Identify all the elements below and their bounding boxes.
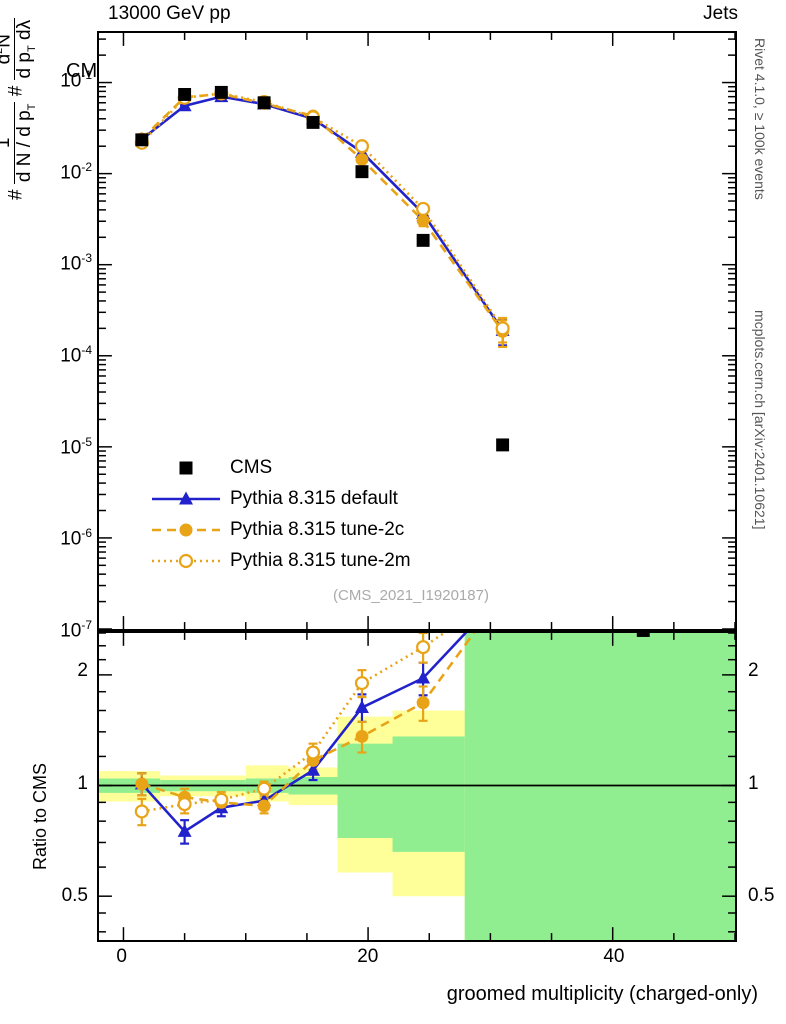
ratio-data-point (257, 781, 272, 796)
ratio-axis-ticks (99, 633, 735, 940)
cms-data-point (135, 133, 149, 147)
y-tick-label: 10-2 (60, 159, 92, 183)
header-analysis-label: Jets (703, 3, 738, 24)
data-point (354, 139, 370, 154)
legend-marker (178, 553, 194, 568)
series-pythia-8-315-tune-2m (137, 91, 508, 344)
legend-key-icon (150, 488, 222, 510)
analysis-id-watermark: (CMS_2021_I1920187) (333, 587, 489, 604)
ratio-data-point (306, 762, 320, 776)
legend-marker (179, 491, 193, 504)
series-pythia-8-315-tune-2c (137, 92, 508, 349)
y-tick-label: 10-1 (60, 67, 92, 92)
ratio-tick-labels-right: 2 1 0.5 (742, 0, 786, 1024)
legend-label: Pythia 8.315 tune-2m (230, 549, 411, 571)
ratio-data-point (355, 730, 369, 743)
cms-data-point (214, 85, 228, 99)
ratio-data-point (177, 797, 192, 812)
ratio-data-point (355, 700, 369, 713)
x-tick-label: 0 (116, 946, 127, 967)
series-cms (135, 85, 510, 452)
cms-data-point (257, 96, 271, 110)
series-pythia-8-315-default (137, 94, 508, 347)
main-plot-panel (97, 31, 737, 631)
y-axis-tick-labels: 10-1 10-2 10-3 10-4 10-5 10-6 10-7 (0, 0, 92, 1024)
ratio-data-point (135, 777, 149, 791)
ratio-data-point (257, 799, 271, 813)
main-axis-ticks (99, 33, 735, 629)
y-tick-label: 10-4 (60, 342, 92, 367)
ratio-data-point (305, 745, 321, 760)
ratio-tick-label-left: 1 (77, 772, 88, 794)
y-tick-label: 10-6 (60, 526, 92, 550)
legend-marker (179, 461, 193, 474)
x-tick-label: 20 (357, 946, 379, 967)
ratio-plot-canvas (99, 633, 735, 940)
legend-item-cms[interactable]: CMS (150, 452, 411, 483)
legend-key-icon (150, 519, 222, 541)
ratio-tick-label-right: 0.5 (748, 884, 775, 906)
band-inner (337, 743, 393, 838)
uncertainty-bands (99, 633, 735, 940)
ratio-tick-label-right: 2 (748, 660, 759, 682)
ratio-data-point (214, 792, 229, 807)
main-plot-canvas (99, 33, 735, 629)
legend-item-pythia-8-315-tune-2m[interactable]: Pythia 8.315 tune-2m (150, 545, 411, 576)
y-tick-label: 10-3 (60, 251, 92, 275)
y-tick-label: 10-5 (60, 434, 92, 458)
data-point (416, 201, 431, 216)
x-axis-title: groomed multiplicity (charged-only) (446, 983, 758, 1005)
header-beam-label: 13000 GeV pp (108, 3, 231, 24)
band-inner (464, 633, 735, 940)
ratio-tick-label-left: 2 (77, 660, 88, 682)
legend-label: CMS (230, 456, 273, 478)
x-tick-label: 40 (603, 946, 625, 967)
ratio-tick-label-left: 0.5 (61, 884, 88, 906)
legend: CMS Pythia 8.315 default Pythia 8.315 tune… (150, 452, 411, 576)
data-point (495, 321, 510, 336)
ratio-data-point (177, 824, 192, 837)
legend-key-icon (150, 550, 222, 572)
data-point (416, 214, 430, 228)
legend-item-pythia-8-315-tune-2c[interactable]: Pythia 8.315 tune-2c (150, 514, 411, 545)
band-inner (392, 736, 465, 852)
ratio-markers-pythia-8-315-tune-2m (134, 640, 431, 819)
legend-key-icon (150, 457, 222, 479)
cms-data-point (306, 115, 320, 129)
y-tick-label: 10-7 (60, 618, 92, 642)
ratio-tick-label-right: 1 (748, 772, 759, 794)
cms-overflow-marker (636, 633, 650, 637)
cms-data-point (496, 438, 510, 452)
ratio-data-point (354, 676, 370, 691)
ratio-plot-panel (97, 631, 737, 942)
legend-label: Pythia 8.315 tune-2c (230, 518, 405, 540)
cms-data-point (178, 88, 192, 101)
legend-label: Pythia 8.315 default (230, 487, 398, 509)
legend-item-pythia-8-315-default[interactable]: Pythia 8.315 default (150, 483, 411, 514)
ratio-data-point (416, 696, 430, 710)
ratio-data-point (416, 640, 431, 655)
cms-data-point (355, 165, 369, 179)
data-point (355, 153, 369, 166)
ratio-data-point (134, 804, 149, 819)
ratio-data-point (416, 670, 431, 684)
cms-data-point (416, 233, 430, 247)
legend-marker (179, 523, 193, 536)
